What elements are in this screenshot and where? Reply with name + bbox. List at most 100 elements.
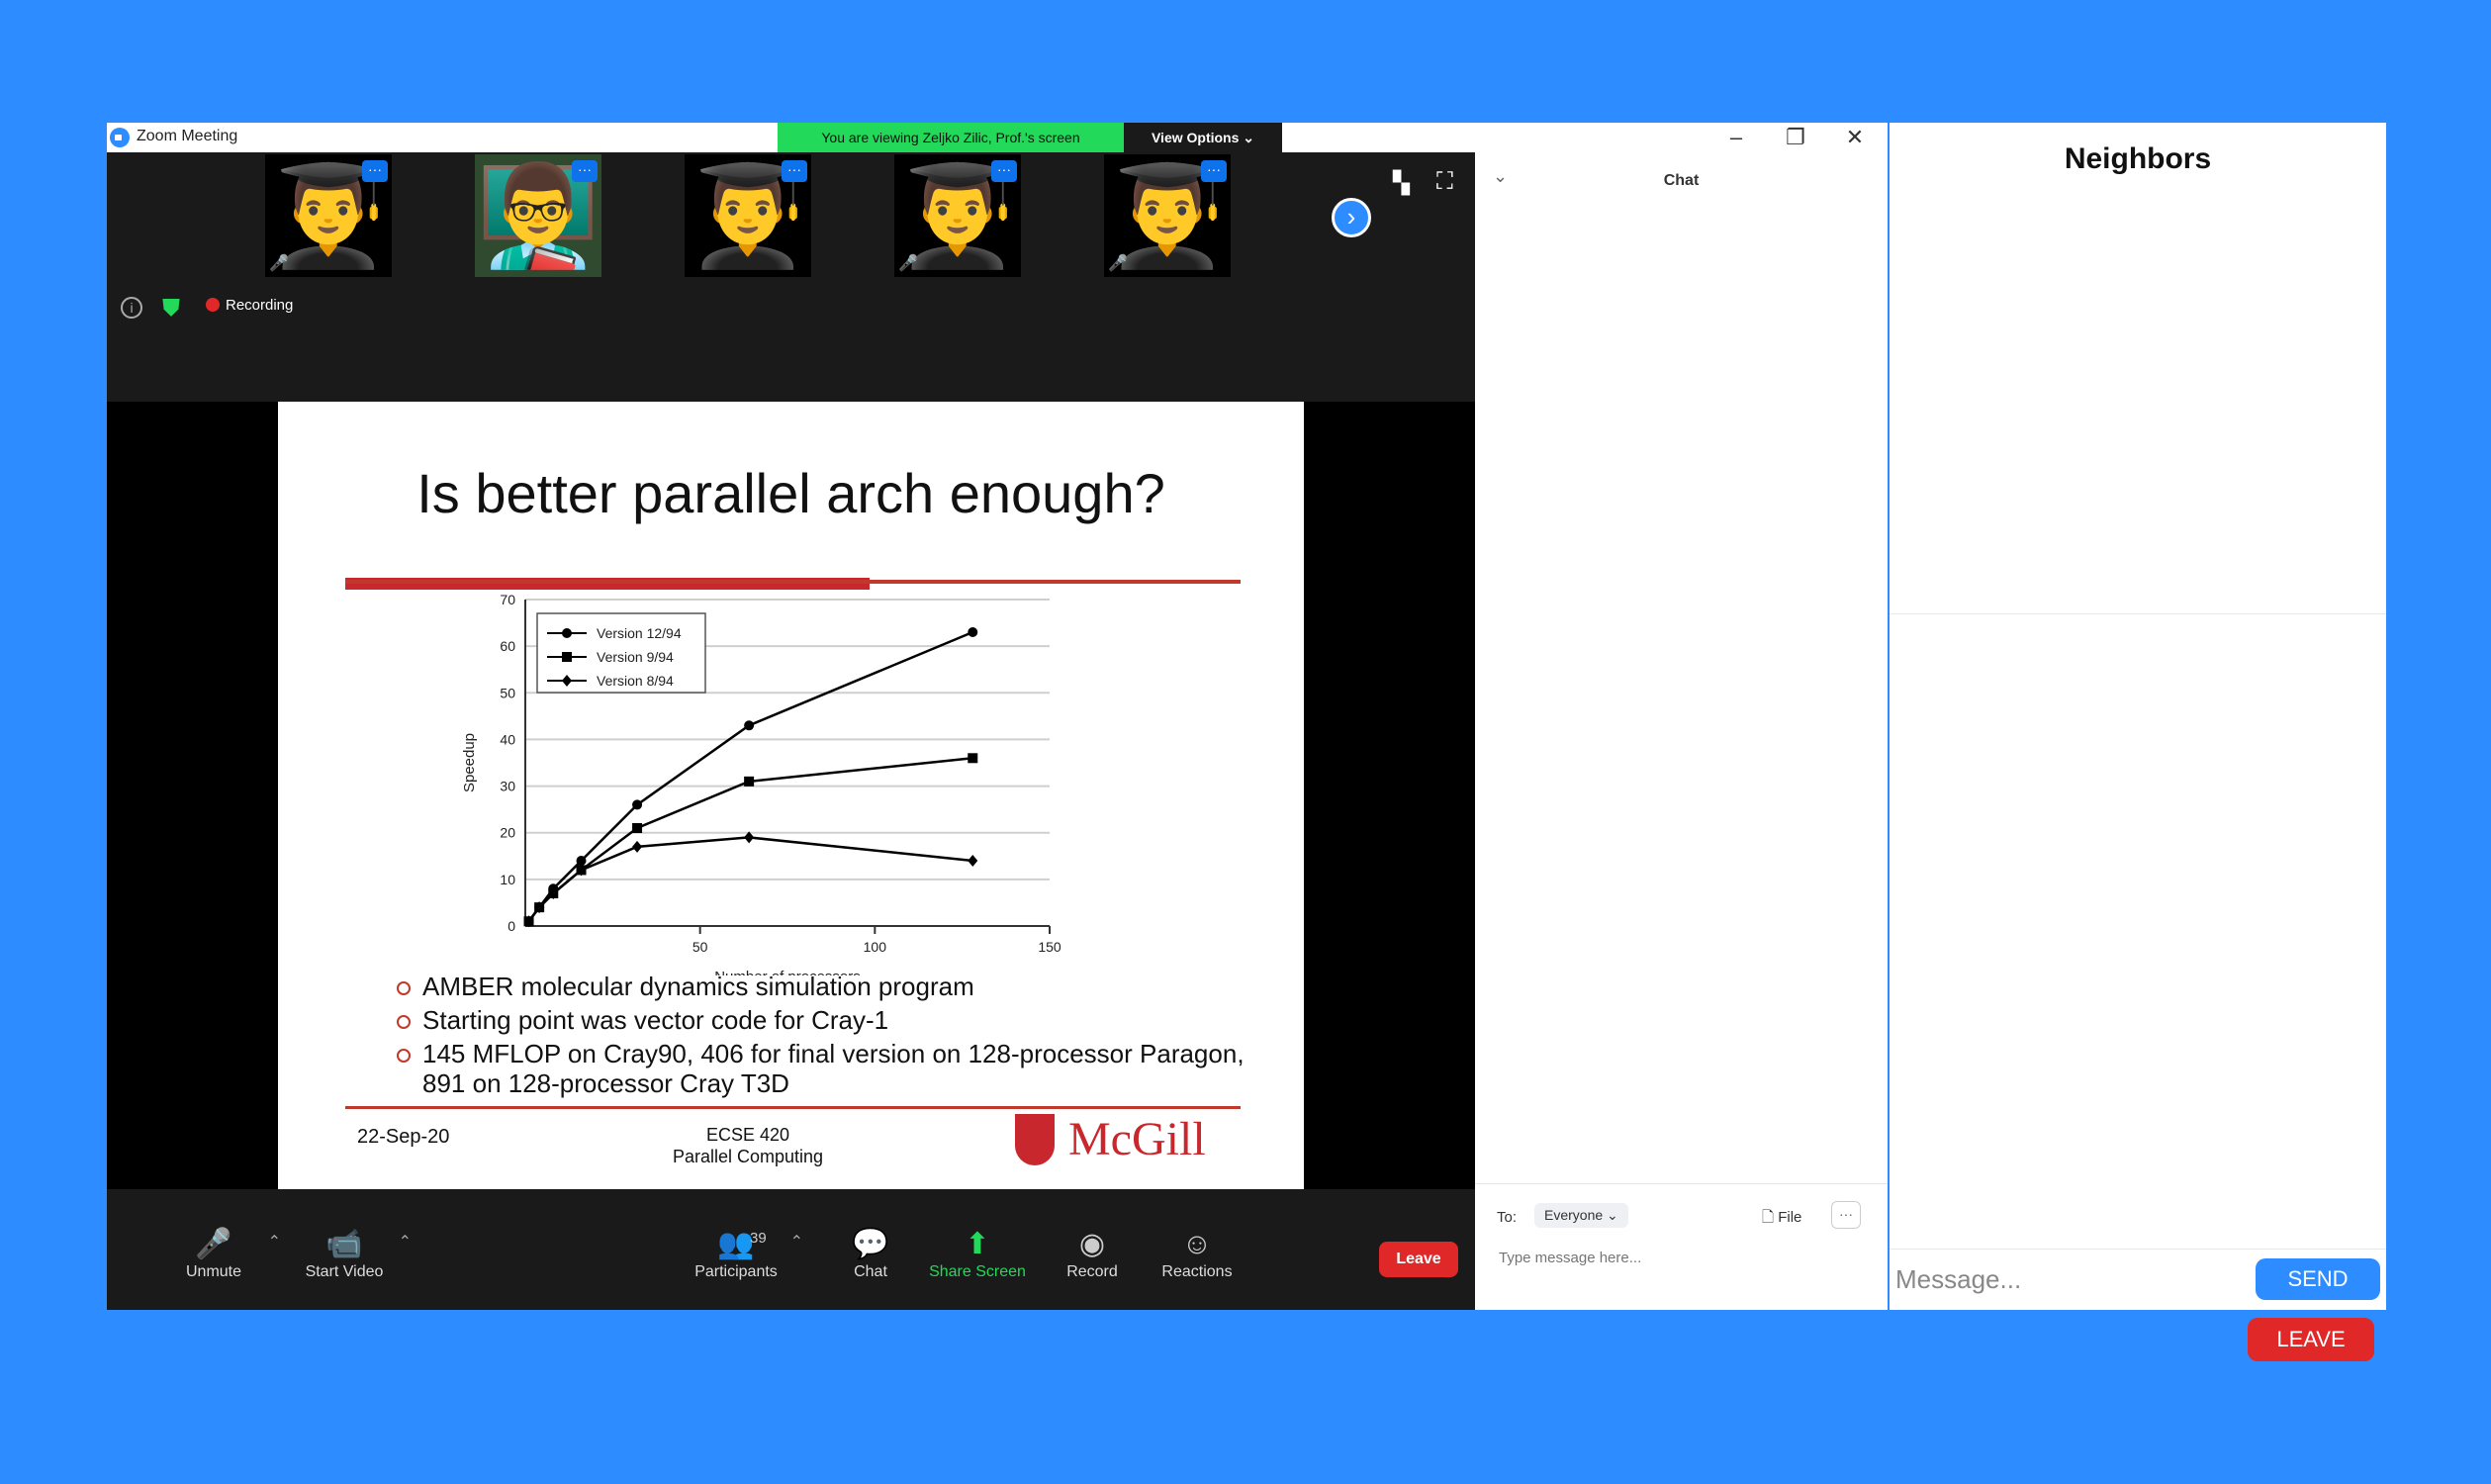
participant-thumbnail[interactable]: 👨‍🎓 ··· xyxy=(685,154,811,277)
restore-button[interactable]: ❐ xyxy=(1786,125,1805,149)
data-point xyxy=(523,915,534,928)
y-tick-label: 30 xyxy=(500,779,515,794)
slide-date: 22-Sep-20 xyxy=(357,1126,450,1148)
slide-title: Is better parallel arch enough? xyxy=(416,462,1165,524)
reactions-label: Reactions xyxy=(1161,1263,1233,1280)
record-button[interactable]: ◉ Record xyxy=(1033,1226,1152,1281)
y-tick-label: 20 xyxy=(500,825,515,841)
more-options-icon[interactable]: ··· xyxy=(572,160,598,182)
participant-thumbnail[interactable]: 👨‍🎓 🎤 ··· xyxy=(894,154,1021,277)
window-title: Zoom Meeting xyxy=(137,128,238,144)
participants-label: Participants xyxy=(694,1263,778,1280)
data-point xyxy=(562,675,572,687)
data-point xyxy=(632,799,643,810)
neighbors-divider xyxy=(1890,613,2386,614)
file-icon: 🗋 xyxy=(1762,1209,1775,1226)
chat-file-button[interactable]: 🗋 File xyxy=(1762,1207,1801,1232)
mcgill-wordmark: McGill xyxy=(1068,1113,1206,1165)
neighbors-footer-line xyxy=(1890,1249,2386,1250)
data-point xyxy=(562,652,572,662)
data-point xyxy=(548,887,559,899)
meeting-area: 👨‍🎓 🎤 ··· 👨‍🏫 ··· 👨‍🎓 ··· 👨‍🎓 🎤 ··· 👨‍🎓 … xyxy=(107,152,1475,1310)
bullet-item: Starting point was vector code for Cray-… xyxy=(397,1005,1287,1035)
more-options-icon[interactable]: ··· xyxy=(782,160,807,182)
chat-more-icon[interactable]: ··· xyxy=(1831,1201,1861,1229)
y-tick-label: 60 xyxy=(500,638,515,654)
muted-mic-icon: 🎤 xyxy=(1108,255,1128,272)
participant-thumbnail[interactable]: 👨‍🏫 ··· xyxy=(475,154,601,277)
muted-mic-icon: 🎤 xyxy=(898,255,918,272)
more-options-icon[interactable]: ··· xyxy=(1201,160,1227,182)
audio-options-caret-icon[interactable]: ⌃ xyxy=(267,1234,281,1251)
reactions-button[interactable]: ☺ Reactions xyxy=(1138,1226,1256,1281)
video-off-icon: 📹 xyxy=(325,1228,363,1260)
x-tick-label: 100 xyxy=(864,939,887,955)
neighbors-message-input[interactable] xyxy=(1893,1258,2244,1300)
chat-button[interactable]: 💬 Chat xyxy=(811,1226,930,1281)
data-point xyxy=(744,776,755,787)
more-options-icon[interactable]: ··· xyxy=(362,160,388,182)
muted-mic-icon: 🎤 xyxy=(269,255,289,272)
send-button[interactable]: SEND xyxy=(2256,1258,2380,1300)
close-window-button[interactable]: ✕ xyxy=(1845,125,1865,149)
unmute-label: Unmute xyxy=(185,1263,242,1280)
unmute-button[interactable]: 🎤 Unmute ⌃ xyxy=(154,1226,281,1281)
chat-to-label: To: xyxy=(1497,1209,1518,1226)
legend-label: Version 8/94 xyxy=(597,673,674,689)
more-options-icon[interactable]: ··· xyxy=(991,160,1017,182)
chat-panel: ⌄ Chat To: Everyone ⌄ 🗋 File ··· xyxy=(1475,152,1888,1310)
slide-footer-line xyxy=(345,1106,1241,1109)
participants-icon: 👥 xyxy=(717,1228,755,1260)
chat-recipient-select[interactable]: Everyone ⌄ xyxy=(1534,1203,1628,1228)
y-tick-label: 40 xyxy=(500,731,515,747)
fullscreen-icon[interactable]: ⛶ xyxy=(1436,168,1453,195)
bullet-item: 145 MFLOP on Cray90, 406 for final versi… xyxy=(397,1039,1287,1098)
legend-label: Version 9/94 xyxy=(597,649,674,665)
participant-thumbnail[interactable]: 👨‍🎓 🎤 ··· xyxy=(1104,154,1231,277)
video-options-caret-icon[interactable]: ⌃ xyxy=(398,1234,412,1251)
speaker-view-icon[interactable]: ▚ xyxy=(1393,170,1410,195)
data-point xyxy=(576,856,587,866)
data-point xyxy=(968,855,978,867)
security-shield-icon[interactable]: ⛊ xyxy=(162,295,180,322)
course-name: Parallel Computing xyxy=(672,1147,824,1166)
data-point xyxy=(744,831,755,844)
y-tick-label: 10 xyxy=(500,872,515,887)
chat-message-input[interactable] xyxy=(1497,1249,1867,1267)
recording-dot-icon xyxy=(206,298,220,312)
video-thumbnail-strip: 👨‍🎓 🎤 ··· 👨‍🏫 ··· 👨‍🎓 ··· 👨‍🎓 🎤 ··· 👨‍🎓 … xyxy=(265,154,1423,283)
info-icon[interactable]: i xyxy=(121,297,142,319)
participant-thumbnail[interactable]: 👨‍🎓 🎤 ··· xyxy=(265,154,392,277)
participants-button[interactable]: 👥 39 Participants ⌃ xyxy=(677,1226,803,1281)
participants-caret-icon[interactable]: ⌃ xyxy=(789,1234,803,1251)
neighbors-title: Neighbors xyxy=(2064,142,2212,175)
record-icon: ◉ xyxy=(1078,1228,1106,1260)
zoom-window: Zoom Meeting You are viewing Zeljko Zili… xyxy=(107,123,1888,1310)
muted-mic-icon: 🎤 xyxy=(195,1228,232,1260)
zoom-logo-icon xyxy=(110,128,130,147)
minimize-button[interactable]: – xyxy=(1729,125,1743,149)
x-axis-label: Number of processors xyxy=(714,969,861,975)
x-tick-label: 150 xyxy=(1038,939,1061,955)
leave-meeting-button[interactable]: Leave xyxy=(1379,1242,1458,1277)
recording-indicator: Recording xyxy=(206,297,293,314)
bullet-item: AMBER molecular dynamics simulation prog… xyxy=(397,972,1287,1001)
share-screen-label: Share Screen xyxy=(929,1263,1026,1280)
legend-label: Version 12/94 xyxy=(597,625,682,641)
data-point xyxy=(534,901,545,914)
neighbors-panel: Neighbors SEND xyxy=(1890,123,2386,1310)
shared-screen: Is better parallel arch enough? 0 10 20 30 4… xyxy=(107,402,1475,1189)
data-point xyxy=(632,840,643,853)
reactions-icon: ☺ xyxy=(1181,1228,1213,1260)
speedup-chart: 0 10 20 30 40 50 60 70 50 100 150 Number of process… xyxy=(461,592,1061,975)
view-options-button[interactable]: View Options ⌄ xyxy=(1124,123,1282,152)
chat-collapse-icon[interactable]: ⌄ xyxy=(1493,166,1509,186)
share-screen-button[interactable]: ⬆ Share Screen xyxy=(918,1226,1037,1281)
share-screen-icon: ⬆ xyxy=(965,1228,990,1260)
leave-button[interactable]: LEAVE xyxy=(2248,1318,2374,1361)
recording-label: Recording xyxy=(226,297,294,314)
y-axis-label: Speedup xyxy=(461,733,478,792)
mcgill-crest-icon xyxy=(1015,1114,1055,1165)
start-video-button[interactable]: 📹 Start Video ⌃ xyxy=(285,1226,412,1281)
next-page-arrow-icon[interactable]: › xyxy=(1332,198,1371,237)
